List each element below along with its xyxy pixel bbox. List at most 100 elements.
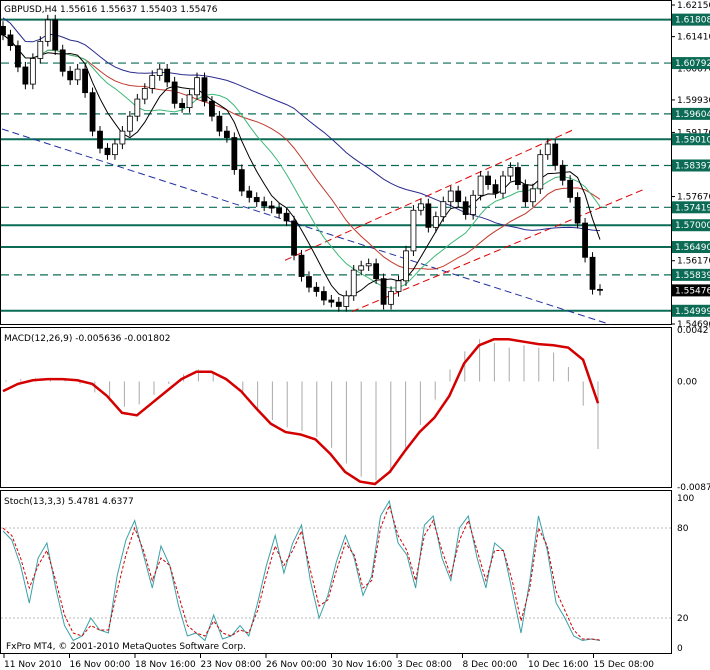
candle-bear xyxy=(261,201,268,207)
x-tick-label: 8 Dec 00:00 xyxy=(463,660,518,670)
macd-tick-label: 0.00 xyxy=(677,377,697,387)
price-tick-label: 1.59930 xyxy=(677,96,710,106)
sr-price-tag xyxy=(672,107,710,120)
candle-bear xyxy=(52,19,59,51)
macd-tick-label: -0.00875 xyxy=(677,483,710,493)
candle-bear xyxy=(22,66,29,85)
candle-bull xyxy=(186,94,193,109)
x-tick-label: 23 Nov 08:00 xyxy=(201,660,262,670)
candle-bear xyxy=(455,190,462,203)
candle-bull xyxy=(537,154,544,190)
price-panel-title: GBPUSD,H4 1.55616 1.55637 1.55403 1.5547… xyxy=(4,5,218,15)
candle-bull xyxy=(134,98,141,117)
candle-bear xyxy=(492,184,499,194)
sr-price-label: 1.59010 xyxy=(675,135,710,145)
candle-bear xyxy=(164,68,171,83)
macd-panel xyxy=(2,338,600,486)
candle-bull xyxy=(358,265,365,271)
x-tick-label: 3 Dec 08:00 xyxy=(397,660,452,670)
candle-bear xyxy=(179,102,186,109)
candle-bear xyxy=(298,254,305,277)
candle-bear xyxy=(231,137,238,171)
candle-bear xyxy=(462,201,469,215)
candle-bear xyxy=(291,220,297,256)
stoch-main-line xyxy=(2,499,601,642)
stoch-panel xyxy=(1,499,671,642)
price-tick-label: 1.60670 xyxy=(677,64,710,74)
trendline-blue xyxy=(1,128,611,325)
candle-bear xyxy=(223,130,230,138)
candle-bear xyxy=(171,81,178,104)
candle-bull xyxy=(544,143,551,156)
candle-bull xyxy=(417,203,424,211)
candle-bear xyxy=(597,288,603,291)
candle-bull xyxy=(365,263,372,267)
sr-price-label: 1.54999 xyxy=(675,307,710,317)
candle-bull xyxy=(194,77,200,96)
x-tick-label: 30 Nov 16:00 xyxy=(332,660,393,670)
sr-price-tag xyxy=(672,159,710,172)
stoch-tick-label: 80 xyxy=(677,524,689,534)
candle-bull xyxy=(343,295,350,307)
sr-price-label: 1.60792 xyxy=(675,59,710,69)
sr-price-tag xyxy=(672,241,710,254)
candle-bear xyxy=(209,100,215,117)
candle-bull xyxy=(44,19,51,42)
sr-price-tag xyxy=(672,201,710,214)
x-tick-label: 15 Dec 08:00 xyxy=(594,660,655,670)
sr-price-label: 1.61808 xyxy=(675,16,710,26)
candle-bear xyxy=(59,49,66,72)
stoch-tick-label: 100 xyxy=(677,494,694,504)
candle-bear xyxy=(67,70,74,81)
candle-bear xyxy=(559,164,566,181)
candle-bear xyxy=(522,184,529,203)
sr-price-tag xyxy=(672,268,710,281)
candle-bear xyxy=(253,197,260,203)
candle-bear xyxy=(574,197,581,224)
sr-price-label: 1.57419 xyxy=(675,203,710,213)
candle-bear xyxy=(216,115,223,132)
candle-bull xyxy=(507,167,514,177)
candle-bull xyxy=(126,115,133,132)
candle-bull xyxy=(477,175,484,196)
candle-bull xyxy=(350,269,357,297)
candle-bear xyxy=(582,222,588,258)
candle-bull xyxy=(29,58,36,85)
candle-bear xyxy=(7,34,14,47)
stoch-tick-label: 20 xyxy=(677,614,689,624)
ma-long-line xyxy=(2,17,601,232)
sr-price-label: 1.55839 xyxy=(675,271,710,281)
candle-bear xyxy=(373,263,380,280)
current-price-tag xyxy=(672,284,710,297)
macd-signal-line xyxy=(2,338,600,486)
macd-panel-frame xyxy=(0,327,672,488)
candle-bear xyxy=(268,205,275,209)
axes: 1.621501.614101.606701.599301.591701.584… xyxy=(3,1,710,670)
candle-bull xyxy=(388,291,394,305)
current-price-label: 1.55476 xyxy=(675,286,710,296)
candle-bear xyxy=(246,190,253,198)
price-tick-label: 1.54690 xyxy=(677,320,710,330)
channel-upper xyxy=(284,128,576,261)
x-tick-label: 18 Nov 16:00 xyxy=(135,660,196,670)
candle-bear xyxy=(97,130,103,149)
sr-price-tag xyxy=(672,304,710,317)
candle-bull xyxy=(470,194,477,215)
sr-price-label: 1.57000 xyxy=(675,221,710,231)
candle-bull xyxy=(403,250,409,282)
candle-bear xyxy=(0,25,6,36)
candle-bull xyxy=(410,209,417,252)
x-tick-label: 10 Dec 16:00 xyxy=(528,660,589,670)
price-tick-label: 1.57670 xyxy=(677,193,710,203)
x-tick-label: 26 Nov 00:00 xyxy=(266,660,327,670)
candle-bull xyxy=(432,216,439,228)
x-tick-label: 16 Nov 00:00 xyxy=(70,660,131,670)
price-panel xyxy=(0,14,671,325)
candle-bull xyxy=(74,68,81,81)
candle-bear xyxy=(552,143,559,166)
candle-bear xyxy=(82,68,88,94)
price-tick-label: 1.62150 xyxy=(677,1,710,11)
candle-bear xyxy=(104,147,111,156)
macd-panel-title: MACD(12,26,9) -0.005636 -0.001802 xyxy=(4,334,170,344)
